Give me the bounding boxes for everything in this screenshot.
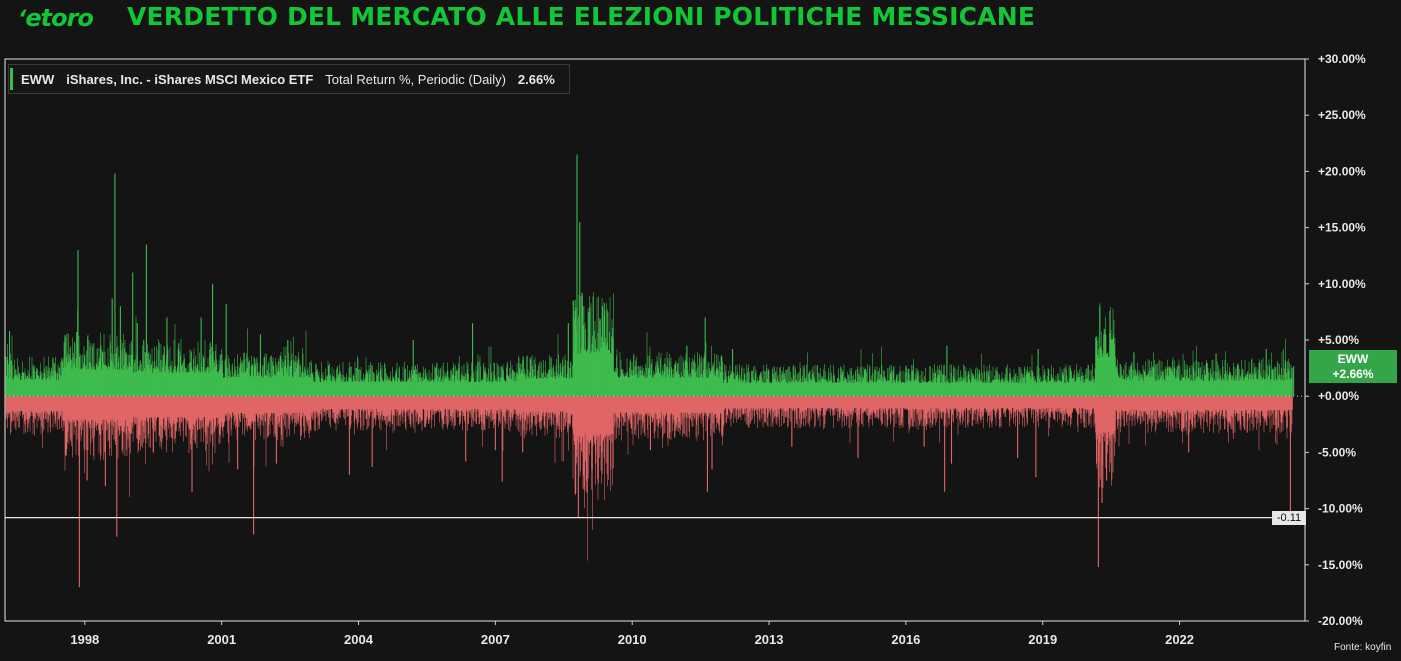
y-tick-label: +20.00% xyxy=(1318,164,1366,178)
x-tick-label: 2019 xyxy=(1028,632,1057,647)
x-tick-label: 2007 xyxy=(481,632,510,647)
etoro-logo[interactable]: ‘etoro xyxy=(18,4,94,32)
legend-ticker: EWW xyxy=(21,71,55,87)
reference-line-badge: -0.11 xyxy=(1272,510,1306,525)
y-tick-label: -20.00% xyxy=(1318,614,1363,628)
y-tick-label: +5.00% xyxy=(1318,333,1359,347)
x-tick-label: 2016 xyxy=(891,632,920,647)
x-tick-label: 2001 xyxy=(207,632,236,647)
series-badge-label: EWW xyxy=(1337,352,1369,367)
negative-bars xyxy=(5,396,1293,588)
header: ‘etoro VERDETTO DEL MERCATO ALLE ELEZION… xyxy=(0,0,1401,40)
chart-title: VERDETTO DEL MERCATO ALLE ELEZIONI POLIT… xyxy=(127,2,1036,31)
source-label: Fonte: koyfin xyxy=(1334,642,1392,653)
x-tick-label: 2013 xyxy=(755,632,784,647)
legend[interactable]: EWW iShares, Inc. - iShares MSCI Mexico … xyxy=(8,64,570,94)
logo-tick-icon: ‘ xyxy=(18,7,26,32)
x-tick-label: 2010 xyxy=(618,632,647,647)
y-tick-label: -15.00% xyxy=(1318,558,1363,572)
series-badge-value: +2.66% xyxy=(1332,367,1374,382)
y-tick-label: +0.00% xyxy=(1318,389,1359,403)
y-tick-label: +30.00% xyxy=(1318,52,1366,66)
legend-metric: Total Return %, Periodic (Daily) xyxy=(325,71,506,87)
y-axis: +30.00% +25.00% +20.00% +15.00% +10.00% +5.00… xyxy=(1305,52,1366,628)
legend-name: iShares, Inc. - iShares MSCI Mexico ETF xyxy=(66,71,314,87)
y-tick-label: +25.00% xyxy=(1318,108,1366,122)
positive-bars xyxy=(5,154,1295,397)
y-tick-label: -10.00% xyxy=(1318,502,1363,516)
series-price-badge: EWW +2.66% xyxy=(1309,350,1397,384)
x-axis: 1998 2001 2004 2007 2010 2013 2016 2019 2022 xyxy=(70,621,1194,647)
x-tick-label: 1998 xyxy=(70,632,99,647)
y-tick-label: +15.00% xyxy=(1318,221,1366,235)
logo-text: etoro xyxy=(25,4,94,32)
y-tick-label: +10.00% xyxy=(1318,277,1366,291)
y-tick-label: -5.00% xyxy=(1318,445,1356,459)
negative-bars-dense xyxy=(5,396,1293,561)
legend-swatch xyxy=(10,68,13,90)
x-tick-label: 2022 xyxy=(1165,632,1194,647)
legend-value: 2.66% xyxy=(517,71,555,87)
x-tick-label: 2004 xyxy=(344,632,374,647)
positive-bars-dense xyxy=(5,292,1293,397)
